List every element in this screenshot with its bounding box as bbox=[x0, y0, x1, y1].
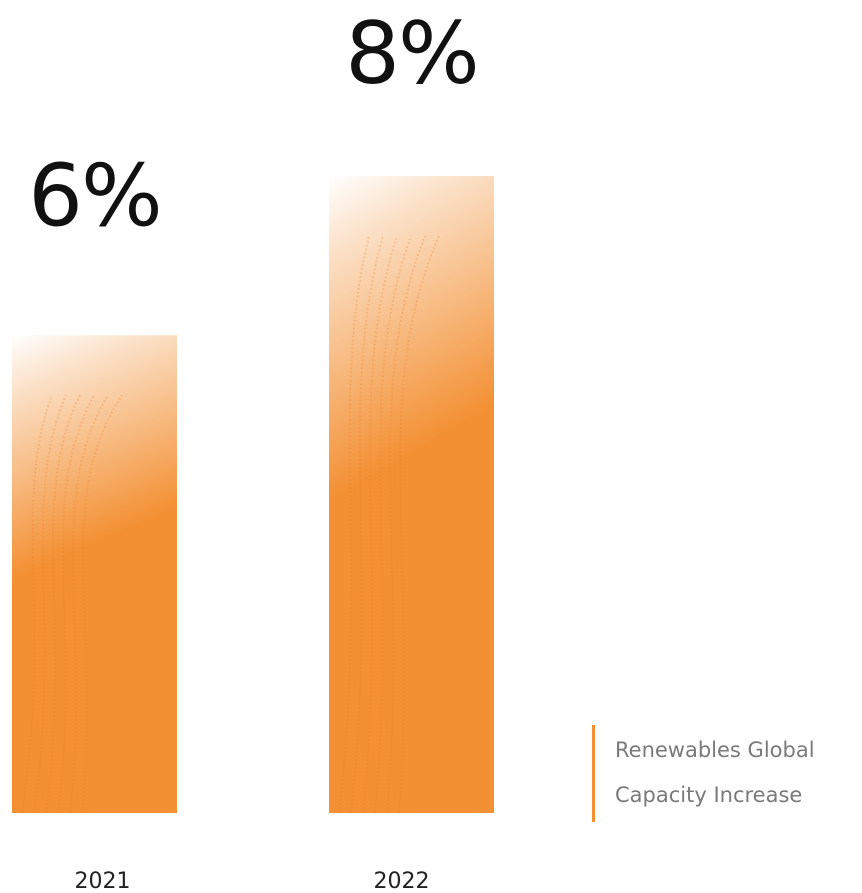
bar-texture bbox=[398, 235, 440, 814]
bar-texture bbox=[81, 394, 123, 814]
bar-texture bbox=[57, 394, 95, 814]
value-label: 6% bbox=[28, 146, 160, 246]
bar-texture bbox=[362, 235, 398, 814]
bar-texture bbox=[45, 394, 81, 814]
bar-texture bbox=[386, 235, 426, 814]
bar-texture bbox=[350, 235, 384, 814]
bar-texture bbox=[21, 394, 53, 814]
legend: Renewables Global Capacity Increase bbox=[592, 725, 855, 822]
value-label: 8% bbox=[345, 4, 477, 104]
bar-texture bbox=[69, 394, 109, 814]
x-tick-label: 2022 bbox=[374, 869, 430, 893]
bar bbox=[12, 335, 177, 813]
bar-texture bbox=[338, 235, 370, 814]
bar-texture bbox=[33, 394, 67, 814]
bar bbox=[329, 176, 494, 813]
legend-label: Renewables Global Capacity Increase bbox=[615, 738, 815, 807]
x-tick-label: 2021 bbox=[75, 869, 131, 893]
bar-texture bbox=[374, 235, 412, 814]
